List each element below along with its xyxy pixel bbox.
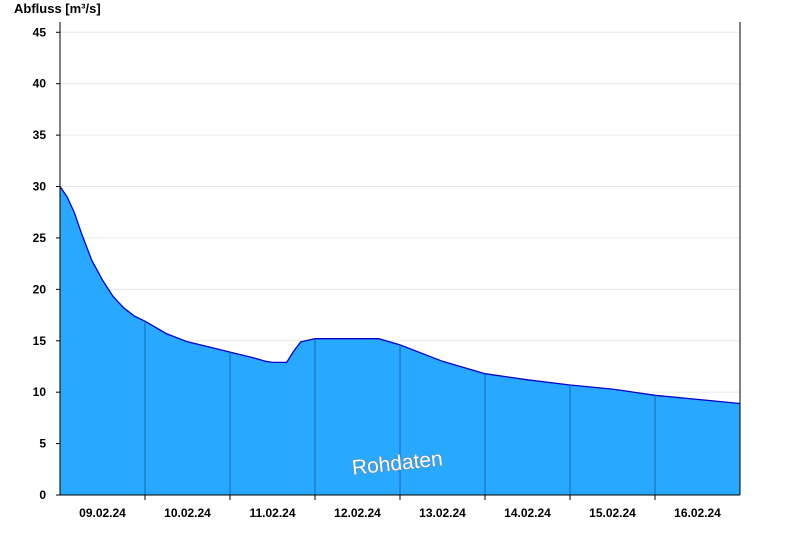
y-tick-label: 45 (33, 25, 47, 39)
x-tick-label: 09.02.24 (79, 506, 126, 520)
y-tick-label: 30 (33, 180, 47, 194)
y-axis-label: Abfluss [m³/s] (14, 1, 101, 16)
x-tick-label: 14.02.24 (504, 506, 551, 520)
y-tick-label: 10 (33, 385, 47, 399)
y-axis-ticks: 0 5 10 15 20 25 30 35 40 45 (33, 25, 60, 502)
y-tick-label: 5 (39, 437, 46, 451)
y-tick-label: 25 (33, 231, 47, 245)
x-tick-label: 16.02.24 (674, 506, 721, 520)
discharge-line (59, 186, 741, 405)
x-tick-label: 10.02.24 (164, 506, 211, 520)
y-tick-label: 20 (33, 282, 47, 296)
x-tick-label: 12.02.24 (334, 506, 381, 520)
day-separator-lines (144, 321, 656, 495)
y-tick-label: 40 (33, 77, 47, 91)
y-tick-label: 35 (33, 128, 47, 142)
x-tick-label: 15.02.24 (589, 506, 636, 520)
x-tick-label: 11.02.24 (249, 506, 295, 520)
x-tick-label: 13.02.24 (419, 506, 466, 520)
y-tick-label: 15 (33, 334, 47, 348)
x-axis-ticks: 09.02.24 10.02.24 11.02.24 12.02.24 13.02.24… (79, 495, 721, 520)
y-tick-label: 0 (39, 488, 46, 502)
